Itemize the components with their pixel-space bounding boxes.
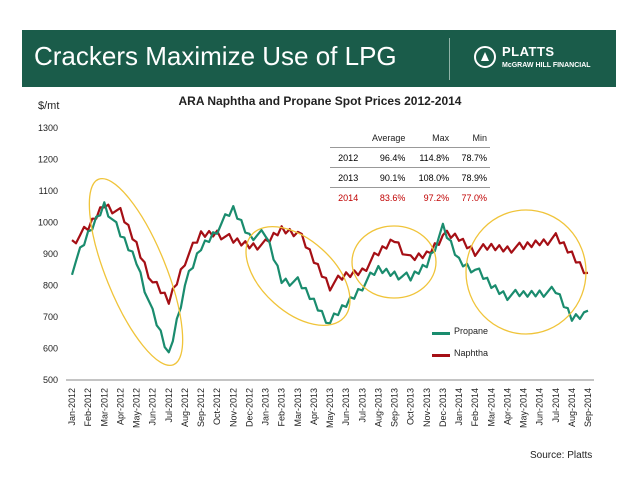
stats-year: 2012 (330, 147, 362, 168)
x-tick-label: Mar-2012 (99, 388, 109, 427)
x-tick-label: Feb-2012 (83, 388, 93, 427)
highlight-ellipse (245, 225, 351, 327)
stats-table: Average Max Min 2012 96.4% 114.8% 78.7% … (330, 128, 490, 207)
x-tick-label: Apr-2013 (309, 388, 319, 425)
y-axis-unit: $/mt (38, 100, 60, 112)
stats-header-year (330, 128, 361, 148)
y-tick-label: 1100 (39, 186, 58, 196)
legend-swatch-naphtha (432, 354, 450, 357)
y-tick-label: 1000 (38, 218, 58, 228)
highlight-ellipse (351, 225, 437, 299)
x-tick-label: Jan-2014 (454, 388, 464, 426)
x-tick-label: Sep-2012 (196, 388, 206, 427)
y-tick-label: 800 (43, 281, 58, 291)
x-tick-label: Aug-2014 (567, 388, 577, 427)
stats-min: 77.0% (452, 187, 490, 207)
platts-logo: PLATTS McGRAW HILL FINANCIAL (474, 42, 594, 76)
y-tick-label: 1300 (38, 123, 58, 133)
x-tick-label: Oct-2012 (212, 388, 222, 425)
stats-min: 78.7% (452, 147, 490, 168)
x-tick-label: May-2014 (519, 388, 529, 428)
x-tick-label: Aug-2013 (373, 388, 383, 427)
stats-header-min: Min (472, 132, 487, 143)
x-tick-label: May-2012 (132, 388, 142, 428)
chart-title: ARA Naphtha and Propane Spot Prices 2012… (178, 94, 462, 108)
highlight-ellipse (465, 209, 587, 335)
legend-label-naphtha: Naphtha (454, 348, 489, 358)
x-tick-label: Jun-2014 (535, 388, 545, 426)
stats-max: 97.2% (408, 187, 453, 207)
x-tick-label: Apr-2012 (115, 388, 125, 425)
stats-header-max: Max (432, 132, 450, 143)
x-tick-label: Mar-2013 (293, 388, 303, 427)
stats-year: 2013 (330, 167, 362, 188)
x-tick-label: Apr-2014 (502, 388, 512, 425)
x-tick-label: Mar-2014 (486, 388, 496, 427)
x-tick-label: Nov-2012 (228, 388, 238, 427)
x-tick-label: Feb-2013 (277, 388, 287, 427)
stats-average: 90.1% (361, 167, 409, 188)
x-tick-label: Jul-2013 (357, 388, 367, 423)
x-tick-label: Dec-2012 (244, 388, 254, 427)
logo-name: PLATTS (502, 44, 555, 59)
x-tick-label: Dec-2013 (438, 388, 448, 427)
x-tick-label: Aug-2012 (180, 388, 190, 427)
stats-max: 114.8% (408, 147, 453, 168)
logo-subtitle: McGRAW HILL FINANCIAL (502, 62, 591, 69)
slide-title: Crackers Maximize Use of LPG (34, 41, 397, 71)
y-tick-label: 900 (43, 249, 58, 259)
x-tick-label: Jul-2014 (551, 388, 561, 423)
stats-row: 2012 96.4% 114.8% 78.7% (330, 147, 490, 168)
x-tick-label: Jun-2012 (148, 388, 158, 426)
legend-swatch-propane (432, 332, 450, 335)
x-tick-label: Jan-2013 (261, 388, 271, 426)
stats-row-highlight: 2014 83.6% 97.2% 77.0% (330, 187, 490, 207)
x-tick-label: Jan-2012 (67, 388, 77, 426)
stats-average: 96.4% (361, 147, 409, 168)
stats-max: 108.0% (408, 167, 453, 188)
stats-year: 2014 (330, 187, 362, 207)
header-banner: Crackers Maximize Use of LPG PLATTS McGR… (22, 30, 616, 87)
platts-logo-icon (474, 46, 496, 68)
highlight-ellipse (88, 177, 184, 367)
x-tick-label: May-2013 (325, 388, 335, 428)
x-tick-label: Sep-2014 (583, 388, 593, 427)
propane-line (70, 201, 589, 354)
x-tick-label: Feb-2014 (470, 388, 480, 427)
stats-header-average: Average (372, 132, 406, 143)
y-tick-label: 500 (43, 375, 58, 385)
x-tick-label: Jun-2013 (341, 388, 351, 426)
stats-min: 78.9% (452, 167, 490, 188)
header-divider (449, 38, 450, 80)
y-tick-label: 1200 (38, 155, 58, 165)
stats-average: 83.6% (361, 187, 409, 207)
x-tick-label: Sep-2013 (390, 388, 400, 427)
naphtha-line (71, 203, 589, 305)
x-tick-label: Nov-2013 (422, 388, 432, 427)
stats-row: 2013 90.1% 108.0% 78.9% (330, 167, 490, 188)
x-tick-label: Oct-2013 (406, 388, 416, 425)
source-note: Source: Platts (530, 450, 593, 461)
x-tick-label: Jul-2012 (164, 388, 174, 423)
legend-label-propane: Propane (454, 326, 489, 336)
y-tick-label: 600 (43, 344, 58, 354)
y-tick-label: 700 (43, 312, 58, 322)
